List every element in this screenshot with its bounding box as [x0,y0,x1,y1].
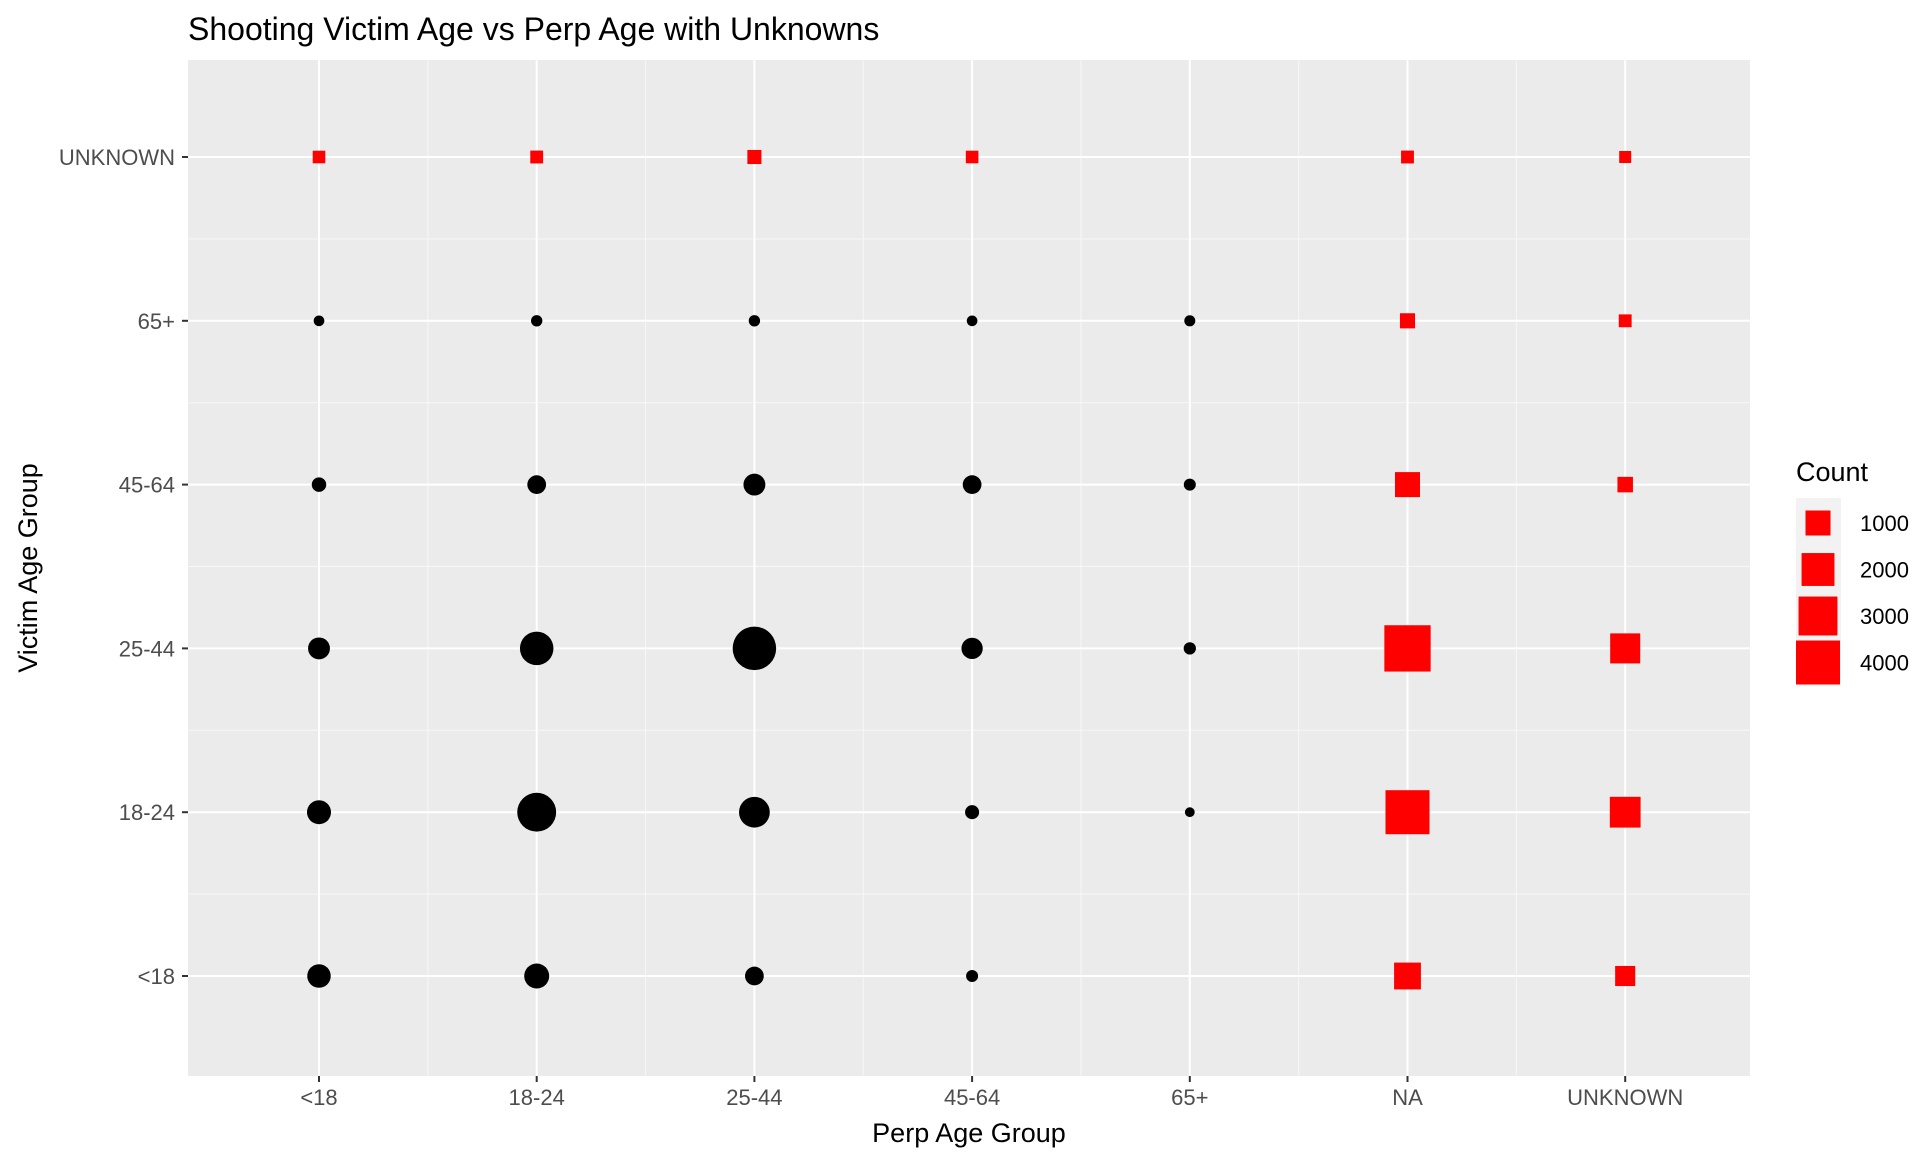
data-point [307,964,331,988]
chart-title: Shooting Victim Age vs Perp Age with Unk… [188,11,879,47]
data-point-unknown [1385,790,1430,835]
legend: Count 1000 2000 3000 4000 [1796,457,1909,685]
data-point [313,315,325,327]
data-point-unknown [965,150,979,164]
data-point [965,805,980,820]
x-tick-label: NA [1392,1085,1423,1110]
data-point [745,966,764,986]
data-point [308,637,330,660]
grid-lines [188,60,1750,1076]
data-point [531,315,543,327]
data-point [748,315,761,327]
data-point [961,637,983,660]
data-point-unknown [312,150,326,164]
y-tick-label: 45-64 [119,473,175,498]
data-point [517,792,557,832]
legend-label: 3000 [1860,604,1909,629]
data-point [519,631,554,666]
data-point-unknown [1619,150,1632,164]
x-tick-label: 45-64 [944,1085,1000,1110]
y-tick-label: 18-24 [119,800,175,825]
data-point-unknown [1394,962,1421,990]
legend-key [1805,510,1831,536]
data-point [311,477,327,492]
legend-label: 1000 [1860,511,1909,536]
y-axis-title: Victim Age Group [13,463,43,673]
data-point [962,475,982,494]
data-point [732,626,777,671]
data-point [306,800,332,825]
legend-title: Count [1796,457,1869,487]
x-axis-title: Perp Age Group [872,1118,1066,1148]
y-tick-label: 65+ [138,309,175,334]
data-point [527,475,547,494]
x-tick-label: 65+ [1171,1085,1208,1110]
data-point [1184,807,1195,818]
data-point-unknown [1618,314,1632,328]
plot-panel [188,60,1750,1076]
x-tick-label: 25-44 [726,1085,782,1110]
y-tick-label: UNKNOWN [59,145,175,170]
data-point [966,315,978,327]
data-point-unknown [1610,633,1641,664]
legend-label: 2000 [1860,558,1909,583]
y-axis-ticks: <18 18-24 25-44 45-64 65+ UNKNOWN [59,145,188,989]
x-tick-label: UNKNOWN [1567,1085,1683,1110]
data-points [306,149,1641,990]
legend-entries: 1000 2000 3000 4000 [1796,510,1909,685]
data-point [1183,478,1196,491]
data-point-unknown [1615,965,1636,987]
data-point [524,963,550,989]
data-point-unknown [1395,472,1420,498]
data-point [1184,315,1196,327]
data-point-unknown [1399,313,1416,329]
x-axis-ticks: <18 18-24 25-44 45-64 65+ NA UNKNOWN [300,1076,1683,1110]
y-tick-label: 25-44 [119,636,175,661]
data-point-unknown [1617,476,1633,493]
legend-key [1798,596,1838,636]
data-point-unknown [1384,625,1431,672]
legend-key [1796,640,1840,685]
legend-key [1801,553,1835,586]
data-point [739,796,770,828]
x-tick-label: <18 [300,1085,337,1110]
data-point [743,473,766,496]
data-point [966,969,979,983]
data-point-unknown [1401,150,1414,164]
legend-label: 4000 [1860,651,1909,676]
data-point [1183,642,1196,655]
data-point-unknown [1609,796,1641,828]
data-point-unknown [747,149,762,165]
x-tick-label: 18-24 [509,1085,565,1110]
data-point-unknown [530,150,544,164]
y-tick-label: <18 [138,964,175,989]
